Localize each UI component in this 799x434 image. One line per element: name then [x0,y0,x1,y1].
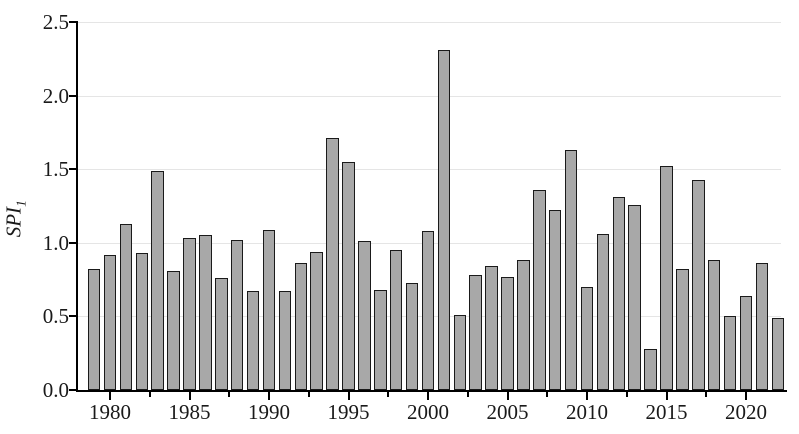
x-tick-1990 [268,392,270,400]
x-tick-label-2010: 2010 [566,400,608,424]
bar-2017 [692,179,705,390]
x-tick-1995 [347,392,350,400]
bar-2016 [676,269,689,390]
bar-1983 [151,170,164,390]
bar-2010 [580,286,594,390]
gridline-1.5 [77,169,781,171]
bar-2018 [707,260,721,390]
x-tick-label-1995: 1995 [327,400,370,424]
x-tick-label-1990: 1990 [248,400,290,424]
y-axis-title-subscript: 1 [14,199,30,207]
bar-2000 [421,231,435,390]
bar-2012 [612,197,626,390]
bar-1979 [87,269,101,390]
x-tick-label-1985: 1985 [168,400,211,424]
bar-1991 [278,291,292,390]
x-minor-tick-1982.5 [148,392,151,397]
bar-2006 [517,260,530,390]
y-tick-label-2.0: 2.0 [42,83,69,108]
x-minor-tick-2007.5 [546,392,549,397]
bar-2011 [596,233,610,390]
bar-1984 [167,270,180,390]
bar-2019 [723,316,737,390]
x-tick-2015 [665,392,668,400]
y-tick-label-0.0: 0.0 [42,378,69,402]
bar-1998 [389,250,403,390]
y-tick-label-0.5: 0.5 [42,304,69,329]
bar-2008 [548,210,562,390]
y-tick-0.0 [69,389,76,391]
bar-1986 [199,235,212,390]
bar-1996 [358,241,371,390]
y-axis-line [76,21,78,392]
x-tick-1985 [188,392,191,400]
bar-1992 [294,263,308,390]
bar-2021 [755,263,769,390]
x-minor-tick-1997.5 [387,392,390,397]
gridline-2 [77,95,781,97]
x-tick-label-2000: 2000 [407,400,449,424]
y-tick-1.0 [69,241,76,244]
y-tick-label-2.5: 2.5 [42,10,69,34]
x-tick-2020 [745,392,747,400]
bar-2002 [453,314,467,390]
x-tick-2010 [586,392,588,400]
bar-1980 [103,254,117,390]
x-tick-label-2015: 2015 [645,400,688,424]
gridline-2.5 [77,22,781,23]
x-tick-label-1980: 1980 [89,400,131,424]
bar-2005 [501,276,514,390]
x-tick-2000 [427,392,429,400]
x-tick-1980 [109,392,111,400]
bar-1985 [183,238,196,390]
x-tick-label-2020: 2020 [725,400,767,424]
x-minor-tick-1992.5 [307,392,310,397]
y-tick-2.0 [69,94,76,97]
bar-1994 [326,138,339,390]
bar-1982 [135,253,149,390]
bar-2014 [644,348,657,390]
bar-1990 [262,229,276,390]
y-tick-2.5 [69,21,76,23]
bar-2015 [660,166,673,390]
x-tick-2005 [506,392,509,400]
bar-2007 [533,189,546,390]
x-axis-line [76,390,787,392]
x-minor-tick-1987.5 [228,392,231,397]
bar-1997 [374,289,387,390]
y-tick-label-1.5: 1.5 [42,157,69,182]
x-minor-tick-2017.5 [705,392,708,397]
bar-2004 [485,266,498,390]
y-tick-1.5 [69,168,76,171]
bar-1999 [405,282,419,390]
x-minor-tick-2002.5 [466,392,469,397]
bar-2003 [469,275,482,390]
x-minor-tick-2012.5 [625,392,628,397]
bar-2013 [628,204,641,390]
bar-1981 [119,223,133,390]
bar-2009 [564,150,578,390]
bar-2022 [771,317,785,390]
bar-1987 [215,278,228,390]
bar-1988 [230,239,244,390]
bar-1989 [246,291,260,390]
bar-1993 [310,251,323,390]
y-tick-label-1.0: 1.0 [42,230,69,255]
x-tick-label-2005: 2005 [486,400,529,424]
y-tick-0.5 [69,315,76,318]
bar-2001 [437,49,451,390]
bar-1995 [342,161,355,390]
bar-2020 [739,295,753,390]
